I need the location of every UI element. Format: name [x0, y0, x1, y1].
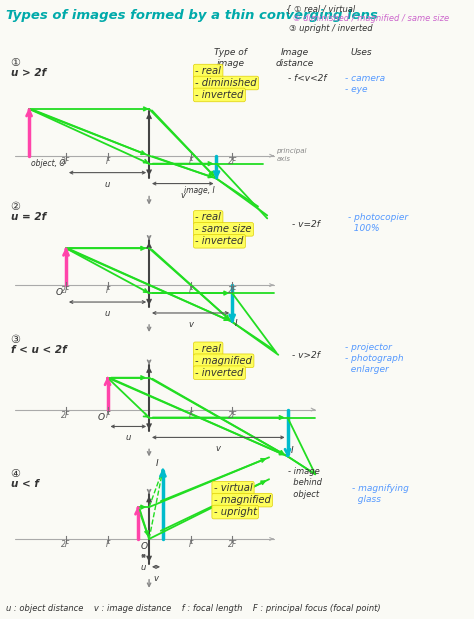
- Text: - real: - real: [195, 66, 221, 76]
- Text: principal: principal: [276, 148, 307, 154]
- Text: 100%: 100%: [347, 224, 379, 233]
- Text: F: F: [189, 410, 193, 420]
- Text: - diminished: - diminished: [195, 78, 257, 88]
- Text: - upright: - upright: [214, 507, 257, 517]
- Text: - virtual: - virtual: [214, 483, 252, 493]
- Text: - magnifying: - magnifying: [352, 484, 409, 493]
- Text: - v>2f: - v>2f: [292, 351, 320, 360]
- Text: O: O: [56, 288, 63, 297]
- Text: F: F: [189, 157, 193, 166]
- Text: 2F: 2F: [61, 410, 71, 420]
- Text: f < u < 2f: f < u < 2f: [10, 345, 66, 355]
- Text: - real: - real: [195, 344, 221, 354]
- Text: I: I: [235, 319, 237, 328]
- Text: 2F: 2F: [61, 540, 71, 549]
- Text: 2F: 2F: [61, 157, 71, 166]
- Text: v: v: [188, 320, 193, 329]
- Text: F: F: [105, 157, 110, 166]
- Text: v: v: [216, 444, 221, 453]
- Text: - magnified: - magnified: [195, 356, 252, 366]
- Text: Image
distance: Image distance: [276, 48, 314, 68]
- Text: F: F: [105, 286, 110, 295]
- Text: - eye: - eye: [345, 85, 367, 94]
- Text: ③ upright / inverted: ③ upright / inverted: [290, 24, 373, 33]
- Text: - same size: - same size: [195, 224, 252, 235]
- Text: enlarger: enlarger: [345, 365, 389, 374]
- Text: ④: ④: [10, 469, 21, 479]
- Text: - inverted: - inverted: [195, 368, 244, 378]
- Text: object, O: object, O: [31, 158, 65, 168]
- Text: F: F: [189, 286, 193, 295]
- Text: u: u: [105, 309, 110, 318]
- Text: - photocopier: - photocopier: [347, 214, 408, 222]
- Text: - camera: - camera: [345, 74, 385, 83]
- Text: Type of
image: Type of image: [214, 48, 247, 68]
- Text: u: u: [105, 180, 110, 189]
- Text: - inverted: - inverted: [195, 236, 244, 246]
- Text: - magnified: - magnified: [214, 495, 271, 505]
- Text: 2F: 2F: [61, 286, 71, 295]
- Text: 2F: 2F: [228, 157, 237, 166]
- Text: image, I: image, I: [184, 186, 215, 194]
- Text: ②: ②: [10, 202, 21, 212]
- Text: O: O: [98, 412, 105, 422]
- Text: F: F: [189, 540, 193, 549]
- Text: Uses: Uses: [351, 48, 372, 57]
- Text: I: I: [155, 459, 158, 469]
- Text: I: I: [291, 446, 294, 456]
- Text: 2F: 2F: [228, 410, 237, 420]
- Text: F: F: [105, 410, 110, 420]
- Text: - real: - real: [195, 212, 221, 222]
- Text: - image
  behind
  object: - image behind object: [288, 467, 321, 499]
- Text: - inverted: - inverted: [195, 90, 244, 100]
- Text: { ① real / virtual: { ① real / virtual: [286, 4, 355, 14]
- Text: ①: ①: [10, 58, 21, 68]
- Text: v: v: [180, 191, 185, 199]
- Text: 2F: 2F: [228, 540, 237, 549]
- Text: u = 2f: u = 2f: [10, 212, 46, 222]
- Text: u : object distance    v : image distance    f : focal length    F : principal f: u : object distance v : image distance f…: [6, 604, 381, 613]
- Text: - projector: - projector: [345, 343, 392, 352]
- Text: 2F: 2F: [228, 286, 237, 295]
- Text: O: O: [141, 542, 148, 551]
- Text: - photograph: - photograph: [345, 354, 403, 363]
- Text: u: u: [126, 433, 131, 443]
- Text: ③: ③: [10, 335, 21, 345]
- Text: F: F: [105, 540, 110, 549]
- Text: ② diminished / magnified / same size: ② diminished / magnified / same size: [293, 14, 449, 24]
- Text: u: u: [141, 563, 146, 572]
- Text: glass: glass: [352, 495, 381, 504]
- Text: axis: axis: [276, 155, 291, 162]
- Text: Types of images formed by a thin converging lens: Types of images formed by a thin converg…: [6, 9, 378, 22]
- Text: v: v: [154, 574, 158, 583]
- Text: u > 2f: u > 2f: [10, 68, 46, 78]
- Text: u < f: u < f: [10, 479, 38, 489]
- Text: - v=2f: - v=2f: [292, 220, 320, 230]
- Text: - f<v<2f: - f<v<2f: [288, 74, 326, 83]
